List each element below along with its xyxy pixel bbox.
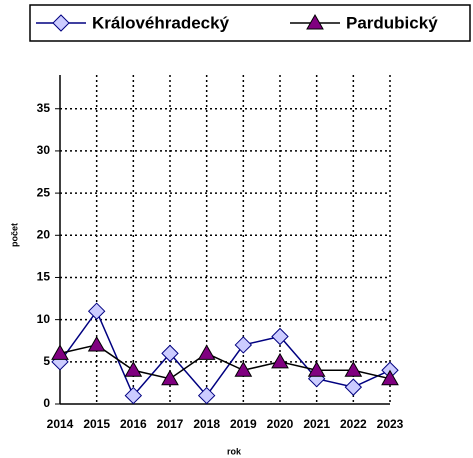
y-axis-label: počet — [9, 223, 19, 247]
marker — [271, 352, 289, 369]
x-tick-label: 2018 — [193, 417, 220, 431]
x-tick-label: 2020 — [267, 417, 294, 431]
marker — [87, 335, 106, 352]
legend-box — [29, 4, 471, 42]
plot-area — [60, 75, 390, 404]
marker — [52, 14, 70, 32]
marker — [306, 13, 324, 30]
marker — [271, 327, 289, 346]
x-tick-label: 2015 — [83, 417, 110, 431]
x-tick-label: 2021 — [303, 417, 330, 431]
y-tick-label: 15 — [37, 270, 51, 284]
x-tick-label: 2016 — [120, 417, 147, 431]
marker — [51, 344, 69, 360]
y-tick-label: 35 — [37, 101, 51, 115]
marker — [161, 369, 179, 386]
legend-label: Královéhradecký — [92, 13, 230, 32]
x-tick-label: 2022 — [340, 417, 367, 431]
y-tick-label: 0 — [43, 396, 50, 410]
marker — [307, 361, 326, 377]
y-tick-label: 25 — [37, 185, 51, 199]
x-tick-label: 2017 — [157, 417, 184, 431]
marker — [161, 344, 179, 363]
x-axis-label: rok — [227, 446, 242, 456]
x-tick-label: 2019 — [230, 417, 257, 431]
marker — [381, 369, 399, 386]
marker — [344, 378, 363, 396]
marker — [234, 336, 253, 354]
y-tick-label: 5 — [43, 354, 50, 368]
y-tick-label: 20 — [37, 227, 51, 241]
marker — [197, 386, 216, 405]
y-tick-label: 10 — [37, 312, 51, 326]
marker — [234, 361, 253, 377]
marker — [197, 344, 216, 360]
marker — [87, 302, 106, 320]
marker — [124, 361, 143, 377]
series-line — [59, 344, 391, 380]
series-line — [59, 309, 391, 397]
y-tick-label: 30 — [37, 143, 51, 157]
x-tick-label: 2023 — [377, 417, 404, 431]
marker — [124, 386, 143, 405]
legend-label: Pardubický — [346, 13, 438, 32]
x-tick-label: 2014 — [47, 417, 74, 431]
marker — [344, 361, 363, 377]
